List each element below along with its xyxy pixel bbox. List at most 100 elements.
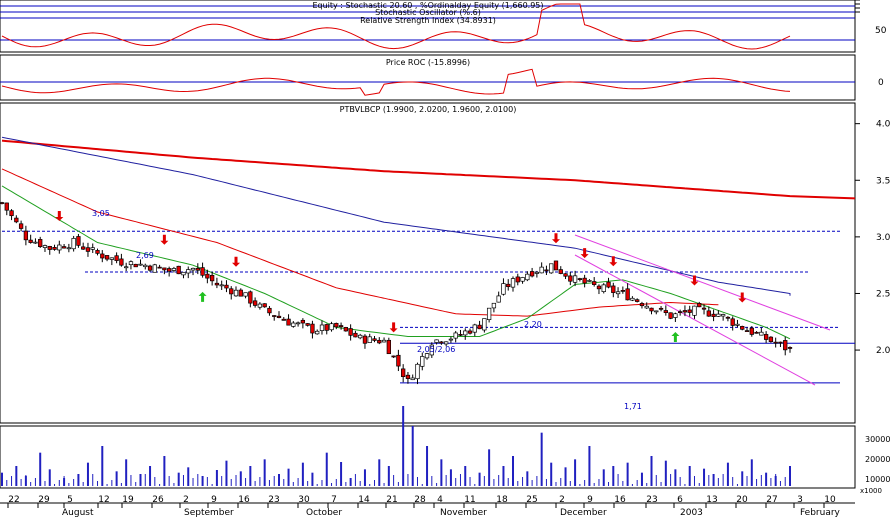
volume-bar bbox=[650, 456, 653, 486]
volume-bar bbox=[545, 479, 547, 486]
day-label: 21 bbox=[386, 495, 397, 505]
volume-bar bbox=[488, 449, 491, 486]
moving-averages bbox=[1, 136, 856, 340]
volume-bar bbox=[464, 466, 467, 486]
candle-body bbox=[558, 269, 563, 274]
candle-body bbox=[248, 291, 253, 304]
volume-bar bbox=[765, 472, 768, 486]
buy-arrow-icon bbox=[198, 291, 207, 302]
candle-body bbox=[424, 353, 430, 359]
volume-bar bbox=[416, 477, 418, 486]
volume-bar bbox=[756, 479, 758, 486]
volume-bar bbox=[541, 483, 543, 486]
volume-bar bbox=[588, 446, 591, 486]
candle-body bbox=[0, 202, 5, 204]
candle-body bbox=[701, 307, 707, 310]
month-label: October bbox=[306, 508, 342, 518]
volume-bar bbox=[440, 459, 443, 486]
level-label-305: 3,05 bbox=[92, 209, 110, 218]
moving-average-line bbox=[1, 168, 719, 317]
volume-bar bbox=[412, 481, 414, 486]
volume-bar bbox=[608, 482, 610, 486]
volume-bar bbox=[192, 478, 194, 486]
price-title: PTBVLBCP (1.9900, 2.0200, 1.9600, 2.0100… bbox=[340, 105, 517, 114]
volume-bar bbox=[230, 479, 232, 486]
candle-body bbox=[658, 307, 664, 310]
volume-bar bbox=[1, 484, 3, 486]
volume-bar bbox=[598, 479, 600, 486]
volume-bar bbox=[712, 474, 715, 486]
volume-bar bbox=[531, 480, 533, 486]
volume-bar bbox=[187, 467, 190, 486]
month-label: August bbox=[62, 508, 94, 518]
volume-bar bbox=[698, 483, 700, 486]
volume-bar bbox=[502, 482, 504, 486]
month-label: 2003 bbox=[680, 508, 703, 518]
volume-bar bbox=[588, 476, 590, 486]
volume-bar bbox=[369, 484, 371, 486]
trend-channel bbox=[574, 234, 831, 386]
buy-arrow-icon bbox=[671, 331, 680, 342]
candle-body bbox=[448, 338, 454, 341]
volume-bar bbox=[784, 477, 786, 486]
candle-body bbox=[76, 236, 81, 246]
candle-body bbox=[291, 322, 296, 327]
volume-bar bbox=[326, 476, 328, 486]
volume-bar bbox=[770, 478, 772, 486]
day-label: 29 bbox=[38, 495, 50, 505]
volume-bar bbox=[679, 477, 681, 486]
volume-bar bbox=[631, 484, 633, 486]
volume-bar bbox=[149, 466, 152, 486]
candle-body bbox=[176, 265, 181, 275]
volume-bar bbox=[636, 480, 638, 486]
candle-body bbox=[410, 377, 415, 381]
volume-bar bbox=[726, 462, 729, 486]
volume-bar bbox=[283, 479, 285, 486]
candle-body bbox=[501, 283, 506, 295]
price-panel: PTBVLBCP (1.9900, 2.0200, 1.9600, 2.0100… bbox=[0, 102, 891, 424]
candle-body bbox=[568, 275, 573, 282]
volume-bar bbox=[378, 459, 381, 486]
candle-body bbox=[601, 284, 606, 292]
candle-body bbox=[415, 363, 420, 380]
channel-lower-line bbox=[574, 254, 816, 386]
day-label: 9 bbox=[587, 495, 593, 505]
volume-bar bbox=[63, 476, 65, 486]
day-label: 13 bbox=[706, 495, 717, 505]
candle-body bbox=[725, 316, 731, 319]
candle-body bbox=[262, 303, 267, 308]
volume-bar bbox=[655, 475, 657, 486]
candle-body bbox=[429, 344, 434, 356]
volume-bar bbox=[125, 479, 127, 486]
candle-body bbox=[749, 327, 754, 335]
candle-body bbox=[678, 311, 683, 313]
candle-body bbox=[525, 273, 530, 281]
volume-bar bbox=[411, 426, 414, 486]
volume-bar bbox=[779, 481, 781, 486]
candle-body bbox=[529, 271, 535, 277]
candle-body bbox=[47, 245, 52, 250]
candle-body bbox=[778, 341, 783, 344]
candle-body bbox=[706, 310, 711, 317]
candle-body bbox=[229, 288, 234, 295]
candle-body bbox=[443, 341, 449, 345]
volume-bar bbox=[789, 466, 791, 486]
volume-panel: 30000 20000 10000 x1000 bbox=[0, 406, 890, 495]
sell-arrow-icon bbox=[609, 256, 618, 267]
candle-body bbox=[190, 267, 196, 271]
volume-bar bbox=[97, 481, 99, 486]
volume-bar bbox=[335, 479, 337, 486]
candle-body bbox=[109, 257, 114, 260]
sell-arrow-icon bbox=[389, 322, 398, 333]
candle-body bbox=[787, 347, 793, 349]
day-label: 9 bbox=[211, 495, 217, 505]
volume-bar bbox=[512, 474, 514, 486]
volume-bar bbox=[765, 482, 767, 486]
price-axis-label: 4.0 bbox=[876, 120, 891, 130]
day-label: 28 bbox=[414, 495, 426, 505]
volume-bar bbox=[288, 475, 290, 486]
volume-bar bbox=[722, 474, 724, 486]
candle-body bbox=[654, 310, 659, 313]
candle-body bbox=[353, 332, 358, 338]
volume-bar bbox=[751, 483, 753, 486]
